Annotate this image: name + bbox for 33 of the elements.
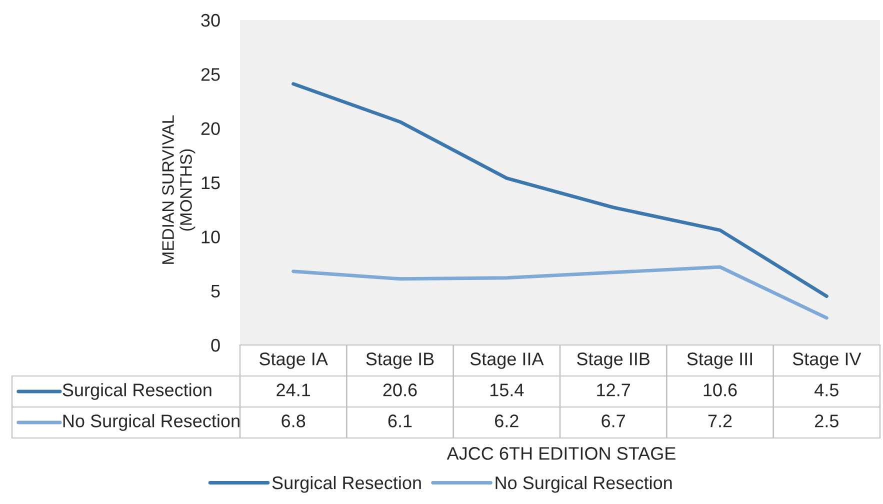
data-label: 6.2 [495, 414, 518, 428]
text: No Surgical Resection [496, 476, 672, 493]
data-label: 7.2 [708, 414, 732, 428]
y-tick-label: 30 [201, 14, 220, 27]
y-tick-label: 0 [211, 338, 220, 352]
data-label: 24.1 [276, 384, 310, 396]
y-tick-label: 20 [201, 122, 220, 136]
y-axis-title: MEDIAN SURVIVAL (MONTHS) [162, 115, 196, 264]
line-series [292, 82, 828, 298]
line-series [292, 265, 828, 320]
x-tick-label: Stage IV [792, 352, 862, 369]
data-label: 6.1 [388, 414, 412, 428]
data-label: 2.5 [815, 414, 838, 428]
data-label: 6.7 [602, 414, 625, 428]
legend-label: Surgical Resection [62, 383, 212, 400]
x-tick-label: Stage IIB [577, 352, 650, 369]
x-tick-label: Stage IB [366, 352, 434, 369]
data-label: 20.6 [383, 384, 417, 396]
y-tick-label: 25 [201, 68, 220, 81]
x-tick-label: Stage III [687, 352, 752, 369]
data-label: 15.4 [490, 384, 524, 396]
data-label: 4.5 [814, 384, 838, 396]
x-tick-label: Stage IA [260, 352, 328, 369]
data-label: 6.8 [282, 414, 306, 428]
y-tick-label: 5 [211, 284, 220, 298]
data-label: 12.7 [597, 384, 630, 396]
y-tick-label: 10 [202, 230, 220, 244]
legend-label: No Surgical Resection [63, 414, 240, 431]
data-label: 10.6 [704, 384, 737, 396]
y-tick-label: 15 [202, 176, 220, 190]
x-tick-label: Stage IIA [470, 352, 544, 369]
x-axis-title: AJCC 6TH EDITION STAGE [446, 447, 676, 460]
text: Surgical Resection [272, 476, 421, 493]
